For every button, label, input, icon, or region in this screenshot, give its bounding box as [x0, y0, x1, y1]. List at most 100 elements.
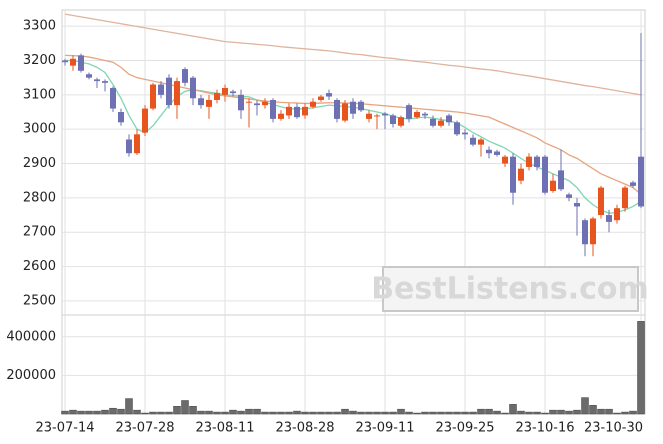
- volume-bar: [229, 409, 237, 415]
- candle-body: [558, 170, 564, 190]
- volume-bar: [437, 411, 445, 415]
- plot-frame: [61, 9, 646, 415]
- volume-bar: [69, 409, 77, 415]
- volume-bar: [173, 406, 181, 415]
- x-tick-label: 23-09-25: [435, 421, 494, 436]
- candle-body: [230, 91, 236, 94]
- candle-body: [446, 115, 452, 123]
- candle-body: [614, 208, 620, 221]
- watermark-text: BestListens.com: [371, 272, 649, 307]
- volume-bar: [165, 411, 173, 415]
- candle-body: [182, 69, 188, 83]
- candle-body: [598, 187, 604, 216]
- y-tick-label: 2800: [23, 190, 56, 205]
- volume-bar: [245, 408, 253, 415]
- candle-body: [398, 117, 404, 126]
- candle-body: [390, 115, 396, 125]
- volume-bar: [157, 411, 165, 415]
- volume-bar: [253, 408, 261, 415]
- y-tick-label: 3000: [23, 122, 56, 137]
- candle-body: [174, 81, 180, 106]
- candle-body: [590, 218, 596, 245]
- y-tick-label: 2900: [23, 156, 56, 171]
- volume-bar: [189, 406, 197, 415]
- volume-bar: [117, 408, 125, 415]
- volume-bar: [101, 409, 109, 415]
- watermark: BestListens.com: [371, 266, 649, 312]
- candle-body: [118, 112, 124, 123]
- volume-bar: [197, 410, 205, 415]
- volume-bar: [93, 410, 101, 415]
- candle-body: [454, 122, 460, 135]
- y-tick-label: 3300: [23, 19, 56, 34]
- x-tick-label: 23-08-11: [195, 421, 254, 436]
- volume-bar: [485, 408, 493, 415]
- candle-body: [110, 87, 116, 109]
- candle-body: [214, 93, 220, 100]
- candle-body: [542, 156, 548, 193]
- volume-bar: [213, 411, 221, 415]
- volume-bar: [541, 412, 549, 415]
- volume-bar: [373, 411, 381, 415]
- candle-body: [94, 79, 100, 82]
- y-tick-label: 3200: [23, 53, 56, 68]
- volume-bar: [629, 410, 637, 415]
- volume-bar: [413, 412, 421, 415]
- candle-body: [86, 74, 92, 78]
- candle-body: [478, 139, 484, 145]
- moving-average-line: [64, 54, 642, 195]
- candle-body: [358, 101, 364, 111]
- x-tick-label: 23-10-16: [515, 421, 574, 436]
- volume-bar: [533, 411, 541, 415]
- candle-body: [102, 81, 108, 83]
- candle-body: [470, 137, 476, 145]
- candle-body: [502, 156, 508, 164]
- candle-body: [142, 108, 148, 133]
- volume-bar: [221, 411, 229, 415]
- volume-bar: [141, 412, 149, 415]
- volume-bar: [205, 410, 213, 415]
- volume-bar: [549, 409, 557, 415]
- y-tick-label: 2600: [23, 259, 56, 274]
- volume-bar: [613, 412, 621, 415]
- volume-bar: [277, 411, 285, 415]
- candle-body: [382, 113, 388, 116]
- volume-bar: [573, 409, 581, 415]
- volume-bar: [637, 321, 645, 415]
- volume-bar: [557, 409, 565, 415]
- candle-body: [422, 113, 428, 116]
- volume-bar: [581, 397, 589, 415]
- candle-body: [366, 113, 372, 119]
- candle-body: [582, 220, 588, 245]
- volume-bar: [445, 411, 453, 415]
- volume-bar: [597, 408, 605, 415]
- volume-bar: [509, 404, 517, 415]
- volume-bar: [501, 412, 509, 415]
- candle-body: [606, 215, 612, 222]
- candle-body: [534, 156, 540, 167]
- candle-body: [638, 156, 644, 207]
- volume-bar: [125, 398, 133, 415]
- volume-bar: [77, 410, 85, 415]
- volume-bar: [237, 410, 245, 415]
- y-tick-label: 200000: [6, 368, 56, 383]
- candle-body: [190, 77, 196, 99]
- volume-bar: [469, 411, 477, 415]
- volume-bar: [285, 411, 293, 415]
- candle-body: [374, 115, 380, 117]
- candle-body: [510, 156, 516, 193]
- candle-body: [262, 101, 268, 106]
- candle-body: [158, 84, 164, 95]
- candle-body: [622, 187, 628, 209]
- candle-body: [302, 106, 308, 116]
- y-tick-label: 2500: [23, 293, 56, 308]
- volume-bar: [517, 410, 525, 415]
- candle-body: [70, 58, 76, 66]
- candle-body: [518, 168, 524, 181]
- candle-body: [238, 94, 244, 111]
- volume-bar: [421, 411, 429, 415]
- candle-body: [318, 96, 324, 100]
- moving-average-line: [64, 13, 642, 96]
- volume-bar: [477, 408, 485, 415]
